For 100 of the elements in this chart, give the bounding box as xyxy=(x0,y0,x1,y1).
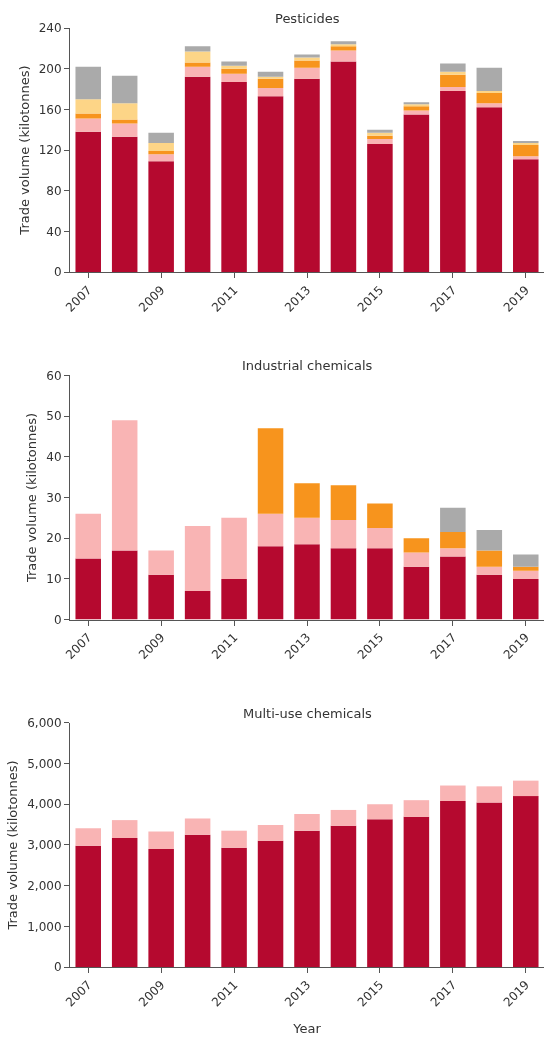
bar xyxy=(257,96,284,273)
bar xyxy=(111,75,138,104)
bar xyxy=(403,800,430,817)
bar xyxy=(257,546,284,620)
y-tick-label: 200 xyxy=(38,61,62,76)
bar xyxy=(294,78,320,273)
bar xyxy=(294,517,320,545)
bar xyxy=(440,548,466,557)
bar xyxy=(294,814,320,831)
chart-title: Industrial chemicals xyxy=(242,358,373,373)
bar xyxy=(294,483,320,518)
bar xyxy=(184,62,211,67)
bar xyxy=(75,131,101,273)
bar xyxy=(403,538,430,553)
bar xyxy=(330,485,357,520)
bar xyxy=(148,849,174,967)
y-tick-label: 0 xyxy=(53,612,62,627)
bar xyxy=(476,550,503,567)
bar xyxy=(440,87,466,92)
y-tick-label: 40 xyxy=(46,450,62,465)
bar xyxy=(184,591,211,620)
bar xyxy=(440,785,466,801)
bar xyxy=(367,819,393,967)
bar xyxy=(221,68,247,74)
bar xyxy=(476,566,503,575)
bar xyxy=(367,143,393,273)
bar xyxy=(148,151,174,155)
bar xyxy=(476,786,503,803)
bar xyxy=(513,144,539,157)
x-axis-title: Year xyxy=(292,1020,322,1036)
bar xyxy=(184,51,211,63)
bar xyxy=(75,113,101,119)
y-tick-label: 160 xyxy=(38,102,62,117)
y-tick-label: 1,000 xyxy=(27,919,62,934)
bar xyxy=(257,824,284,841)
bar xyxy=(440,74,466,87)
bar xyxy=(440,71,466,75)
bar xyxy=(257,71,284,77)
bar xyxy=(330,519,357,549)
bar xyxy=(367,548,393,620)
bar xyxy=(513,159,539,273)
bar xyxy=(148,161,174,273)
bar xyxy=(330,809,357,826)
bar xyxy=(294,830,320,967)
bar xyxy=(403,566,430,620)
bar xyxy=(221,578,247,620)
bar xyxy=(367,503,393,529)
chart-title: Multi-use chemicals xyxy=(243,706,372,721)
bar xyxy=(367,528,393,549)
bar xyxy=(330,825,357,967)
bar xyxy=(184,66,211,77)
bar xyxy=(221,847,247,967)
bar xyxy=(111,136,138,273)
bar xyxy=(184,76,211,273)
y-axis-title: Trade volume (kilotonnes) xyxy=(5,760,21,931)
bar xyxy=(148,142,174,152)
bar xyxy=(513,578,539,620)
bar xyxy=(257,513,284,547)
y-axis-title: Trade volume (kilotonnes) xyxy=(16,65,32,236)
bar xyxy=(111,119,138,124)
y-tick-label: 10 xyxy=(46,572,62,587)
bar xyxy=(476,67,503,92)
bar xyxy=(330,548,357,620)
bar xyxy=(257,88,284,97)
bar xyxy=(440,800,466,967)
bar xyxy=(111,550,138,620)
bar xyxy=(513,554,539,567)
bar xyxy=(440,507,466,533)
bar xyxy=(403,114,430,273)
bar xyxy=(513,156,539,160)
y-tick-label: 240 xyxy=(38,21,62,36)
bar xyxy=(257,76,284,79)
bar xyxy=(294,67,320,79)
bar xyxy=(513,796,539,967)
bar xyxy=(221,517,247,579)
bar xyxy=(75,558,101,620)
bar xyxy=(440,63,466,72)
bar xyxy=(476,93,503,104)
bar xyxy=(221,65,247,69)
y-tick-label: 40 xyxy=(46,224,62,239)
bar xyxy=(111,420,138,551)
bar xyxy=(111,103,138,120)
bar xyxy=(476,107,503,273)
bar xyxy=(476,530,503,551)
bar xyxy=(184,834,211,967)
bar xyxy=(294,60,320,68)
bar xyxy=(75,845,101,967)
bar xyxy=(184,525,211,592)
bar xyxy=(75,118,101,132)
y-tick-label: 3,000 xyxy=(27,838,62,853)
y-tick-label: 80 xyxy=(46,183,62,198)
bar xyxy=(148,132,174,143)
bar xyxy=(476,574,503,620)
bar xyxy=(257,428,284,514)
bar xyxy=(148,831,174,849)
bar xyxy=(111,838,138,967)
bar xyxy=(75,99,101,114)
y-axis-title: Trade volume (kilotonnes) xyxy=(24,412,40,584)
bar xyxy=(111,820,138,839)
bar xyxy=(111,123,138,137)
